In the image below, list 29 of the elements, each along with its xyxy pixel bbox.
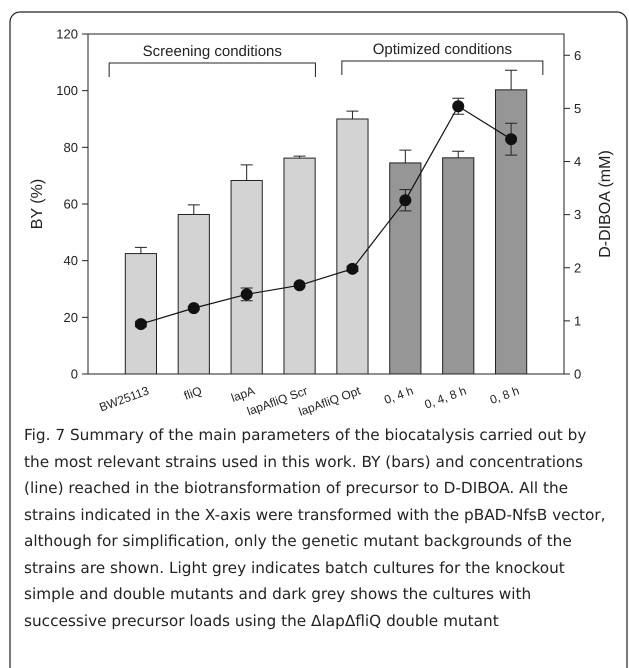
- x-tick-label: fliQ: [182, 384, 204, 403]
- y2-tick-label: 5: [574, 100, 582, 116]
- point: [346, 262, 358, 275]
- y-tick-label: 120: [56, 26, 78, 42]
- y-tick-label: 40: [64, 253, 78, 268]
- y-axis-title: BY (%): [29, 178, 46, 230]
- point: [505, 133, 518, 146]
- point: [294, 279, 306, 292]
- annotation: Screening conditions: [142, 43, 282, 60]
- point: [399, 194, 412, 206]
- y2-tick-label: 0: [574, 366, 582, 382]
- y2-tick-label: 4: [574, 154, 582, 170]
- y-tick-label: 0: [70, 366, 78, 382]
- caption: Fig. 7 Summary of the main parameters of the biocatalysis carried out by the most relevant strains used in this work. BY (bars) and concentrations (line) reached in the biotransformation of precursor to D-DIBOA. All the strains indicated in the X-axis were transformed with the pBAD-NfsB vector, although for simplification, only the genetic mutant backgrounds of the strains are shown. Light grey indicates batch cultures for the knockout simple and double mutants and dark grey shows the cultures with successive precursor loads using the ΔlapΔfliQ double mutant: [24, 425, 607, 632]
- y2-tick-label: 3: [574, 207, 582, 222]
- point: [134, 318, 147, 330]
- y2-tick-label: 1: [574, 313, 582, 328]
- annotation: Optimized conditions: [372, 41, 512, 58]
- y-tick-label: 20: [64, 310, 78, 325]
- y-tick-label: 100: [56, 83, 78, 98]
- x-tick-label: 0, 8 h: [488, 384, 522, 407]
- y2-axis-title: D-DIBOA (mM): [597, 150, 614, 258]
- y-tick-label: 60: [64, 196, 78, 212]
- y2-tick-label: 2: [574, 260, 582, 276]
- y2-tick-label: 6: [574, 48, 582, 63]
- y-tick-label: 80: [64, 140, 78, 155]
- point: [188, 302, 200, 314]
- x-tick-label: 0, 4 h: [382, 384, 416, 407]
- x-tick-label: 0, 4, 8 h: [422, 384, 468, 412]
